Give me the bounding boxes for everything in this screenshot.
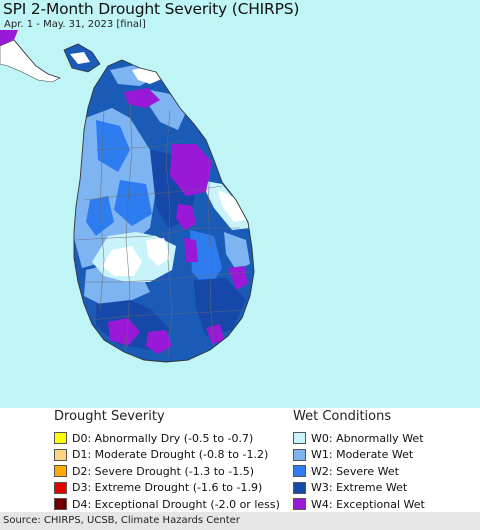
- legend-label: W2: Severe Wet: [311, 464, 399, 478]
- mainland-coast: [0, 39, 61, 83]
- legend-item-w0: W0: Abnormally Wet: [293, 430, 425, 447]
- legend-swatch: [293, 481, 306, 494]
- legend-label: D4: Exceptional Drought (-2.0 or less): [72, 497, 280, 511]
- legend-swatch: [54, 432, 67, 445]
- legend-swatch: [54, 465, 67, 478]
- legend-label: W3: Extreme Wet: [311, 481, 408, 495]
- legend-label: W1: Moderate Wet: [311, 448, 414, 462]
- legend-swatch: [293, 432, 306, 445]
- legend-item-d0: D0: Abnormally Dry (-0.5 to -0.7): [54, 430, 280, 447]
- legend-label: W0: Abnormally Wet: [311, 431, 424, 445]
- map-subtitle: Apr. 1 - May. 31, 2023 [final]: [4, 19, 146, 30]
- legend-swatch: [293, 448, 306, 461]
- wet-legend: Wet Conditions W0: Abnormally Wet W1: Mo…: [293, 408, 425, 513]
- legend-item-d1: D1: Moderate Drought (-0.8 to -1.2): [54, 447, 280, 464]
- source-text: Source: CHIRPS, UCSB, Climate Hazards Ce…: [3, 515, 240, 526]
- legend-swatch: [293, 498, 306, 511]
- legend-item-w1: W1: Moderate Wet: [293, 447, 425, 464]
- jaffna-islands: [70, 52, 90, 64]
- legend-item-d2: D2: Severe Drought (-1.3 to -1.5): [54, 463, 280, 480]
- legend: Drought Severity D0: Abnormally Dry (-0.…: [0, 408, 480, 512]
- source-footer: Source: CHIRPS, UCSB, Climate Hazards Ce…: [0, 512, 480, 530]
- drought-legend-title: Drought Severity: [54, 409, 165, 424]
- legend-swatch: [54, 448, 67, 461]
- map-panel: SPI 2-Month Drought Severity (CHIRPS) Ap…: [0, 0, 480, 408]
- wet-legend-title: Wet Conditions: [293, 409, 392, 424]
- drought-legend: Drought Severity D0: Abnormally Dry (-0.…: [54, 408, 280, 513]
- legend-item-w3: W3: Extreme Wet: [293, 480, 425, 497]
- coastline: [73, 59, 255, 363]
- mainland-coast: [13, 39, 61, 79]
- legend-label: D3: Extreme Drought (-1.6 to -1.9): [72, 481, 263, 495]
- legend-swatch: [54, 481, 67, 494]
- legend-label: W4: Exceptional Wet: [311, 497, 425, 511]
- legend-item-w2: W2: Severe Wet: [293, 463, 425, 480]
- legend-item-d4: D4: Exceptional Drought (-2.0 or less): [54, 496, 280, 513]
- legend-label: D0: Abnormally Dry (-0.5 to -0.7): [72, 431, 254, 445]
- legend-label: D1: Moderate Drought (-0.8 to -1.2): [72, 448, 269, 462]
- legend-swatch: [293, 465, 306, 478]
- legend-label: D2: Severe Drought (-1.3 to -1.5): [72, 464, 255, 478]
- mainland-coast: [0, 30, 18, 46]
- map-title: SPI 2-Month Drought Severity (CHIRPS): [3, 0, 300, 18]
- drought-map: [0, 30, 255, 363]
- legend-item-d3: D3: Extreme Drought (-1.6 to -1.9): [54, 480, 280, 497]
- legend-item-w4: W4: Exceptional Wet: [293, 496, 425, 513]
- legend-swatch: [54, 498, 67, 511]
